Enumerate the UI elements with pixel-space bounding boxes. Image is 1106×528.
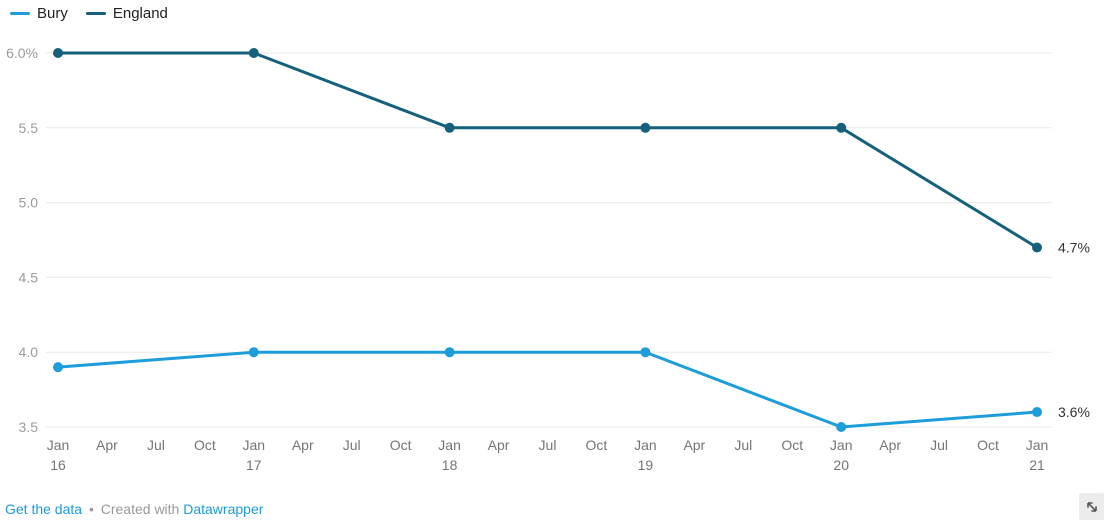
- data-point-england: [248, 48, 259, 58]
- x-axis-tick-label: Oct: [586, 437, 608, 453]
- x-axis-year-label: 20: [833, 457, 849, 473]
- x-axis-tick-label: Apr: [488, 437, 510, 453]
- y-axis-tick-label: 6.0%: [6, 45, 38, 61]
- data-point-bury: [836, 422, 847, 432]
- line-bury: [57, 350, 1038, 429]
- x-axis-tick-label: Jan: [1026, 437, 1049, 453]
- y-axis-tick-label: 4.5: [19, 269, 39, 285]
- x-axis-tick-label: Jul: [734, 437, 752, 453]
- x-axis-tick-label: Jan: [243, 437, 266, 453]
- data-point-england: [444, 122, 455, 133]
- x-axis-tick-label: Jul: [343, 437, 361, 453]
- end-value-label-england: 4.7%: [1058, 239, 1090, 255]
- data-point-england: [1032, 242, 1042, 253]
- data-point-bury: [53, 362, 63, 373]
- get-the-data-link[interactable]: Get the data: [5, 501, 83, 517]
- footer-separator: •: [88, 501, 94, 517]
- legend-label-england: England: [112, 5, 168, 22]
- x-axis-year-label: 19: [638, 457, 654, 473]
- x-axis-tick-label: Oct: [194, 437, 216, 453]
- expand-chart-button[interactable]: [1079, 493, 1104, 520]
- x-axis-tick-label: Jul: [930, 437, 948, 453]
- data-point-england: [53, 48, 63, 58]
- expand-resize-icon: [1086, 501, 1097, 512]
- x-axis-tick-label: Jan: [634, 437, 657, 453]
- end-value-label-bury: 3.6%: [1058, 404, 1090, 420]
- legend-item-england: England: [85, 5, 168, 22]
- england-line-swatch-icon: [85, 12, 106, 15]
- x-axis-tick-label: Apr: [879, 437, 901, 453]
- line-england: [58, 51, 1038, 249]
- legend-label-bury: Bury: [37, 5, 68, 22]
- chart-footer: Get the data • Created with Datawrapper: [5, 501, 263, 517]
- legend-item-bury: Bury: [10, 5, 68, 22]
- datawrapper-link[interactable]: Datawrapper: [183, 501, 264, 517]
- x-axis-year-label: 18: [442, 457, 458, 473]
- x-axis-tick-label: Apr: [96, 437, 118, 453]
- data-point-bury: [640, 347, 651, 358]
- x-axis-tick-label: Jul: [539, 437, 557, 453]
- x-axis-tick-label: Oct: [781, 437, 803, 453]
- x-axis-tick-label: Apr: [683, 437, 705, 453]
- footer-created-with-text: Created with: [100, 501, 180, 517]
- x-axis-tick-label: Jul: [147, 437, 165, 453]
- x-axis-tick-label: Oct: [390, 437, 412, 453]
- data-point-england: [836, 122, 847, 133]
- data-point-bury: [248, 347, 259, 358]
- y-axis-tick-label: 3.5: [19, 419, 39, 435]
- legend: Bury England: [10, 5, 168, 22]
- x-axis-tick-label: Jan: [47, 437, 70, 453]
- line-chart-plot: 6.0% 5.5 5.0 4.5 4.0 3.5 Jan 16 Apr Jul Oct Jan 17 Ap…: [6, 45, 1090, 473]
- x-axis-year-label: 21: [1029, 457, 1045, 473]
- x-axis-tick-label: Jan: [438, 437, 461, 453]
- y-axis-tick-label: 5.5: [19, 120, 39, 136]
- x-axis-tick-label: Jan: [830, 437, 853, 453]
- y-axis-tick-label: 4.0: [19, 344, 39, 360]
- x-axis-tick-label: Oct: [977, 437, 999, 453]
- bury-line-swatch-icon: [10, 12, 30, 15]
- x-axis-year-label: 17: [246, 457, 262, 473]
- data-point-bury: [444, 347, 455, 358]
- data-point-bury: [1032, 407, 1042, 418]
- x-axis-year-label: 16: [50, 457, 66, 473]
- x-axis-tick-label: Apr: [292, 437, 314, 453]
- data-point-england: [640, 122, 651, 133]
- y-axis-tick-label: 5.0: [19, 195, 39, 211]
